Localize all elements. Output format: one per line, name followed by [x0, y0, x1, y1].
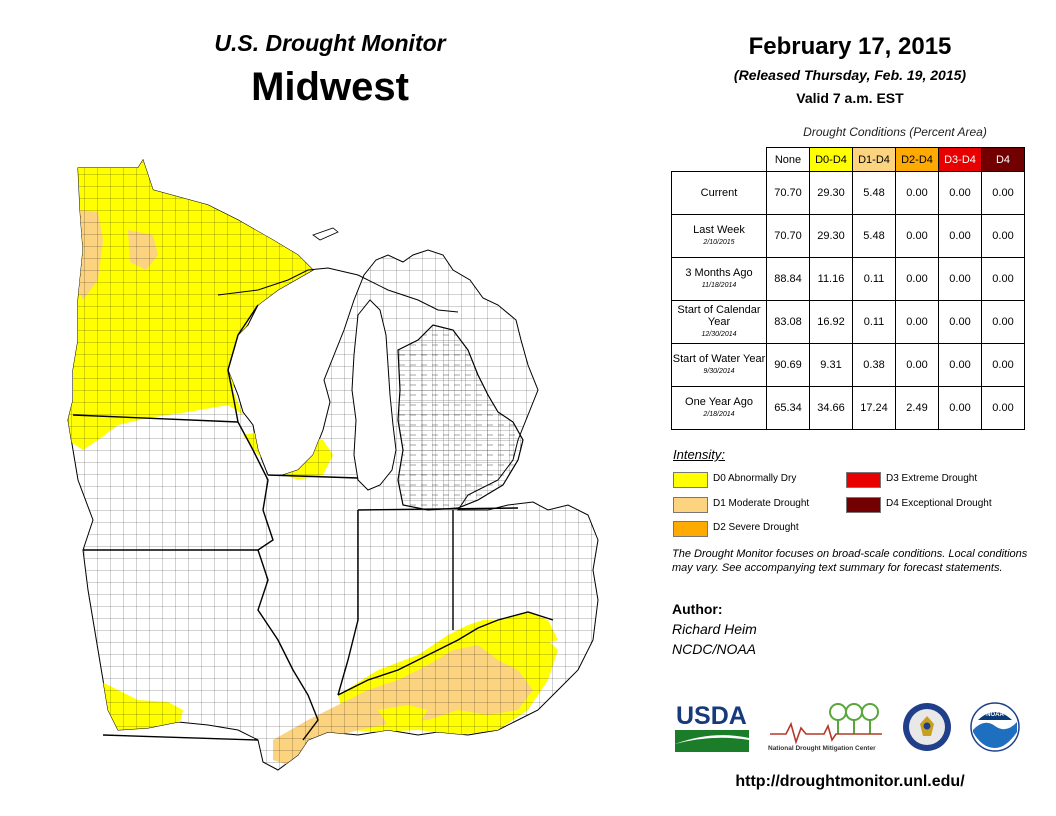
author-name: Richard Heim — [672, 621, 757, 637]
cell-value: 0.11 — [852, 257, 896, 301]
legend-label: D1 Moderate Drought — [713, 498, 810, 509]
author-org: NCDC/NOAA — [672, 641, 757, 657]
cell-value: 34.66 — [809, 386, 853, 430]
ndmc-text: National Drought Mitigation Center — [768, 745, 876, 752]
drought-map — [58, 150, 618, 775]
cell-value: 0.00 — [938, 257, 982, 301]
noaa-text: NOAA — [986, 712, 1004, 718]
noaa-logo: NOAA — [970, 702, 1020, 752]
row-label: 3 Months Ago 11/18/2014 — [671, 257, 767, 301]
table-row: 3 Months Ago 11/18/2014 88.84 11.16 0.11 … — [671, 257, 1025, 301]
cell-value: 0.00 — [981, 214, 1025, 258]
border-il-mo — [257, 549, 319, 741]
col-d1-d4: D1-D4 — [852, 147, 896, 172]
cell-value: 17.24 — [852, 386, 896, 430]
drought-conditions-table: None D0-D4 D1-D4 D2-D4 D3-D4 D4 Current … — [671, 147, 1025, 430]
cell-value: 0.00 — [895, 300, 939, 344]
map-date: February 17, 2015 — [748, 33, 952, 60]
row-label: Start of Calendar Year 12/30/2014 — [671, 300, 767, 344]
site-url[interactable]: http://droughtmonitor.unl.edu/ — [735, 773, 965, 790]
col-d0-d4: D0-D4 — [809, 147, 853, 172]
usda-logo: USDA — [673, 700, 751, 754]
cell-value: 0.00 — [981, 300, 1025, 344]
lake-michigan — [351, 299, 397, 491]
col-none: None — [766, 147, 810, 172]
cell-value: 0.00 — [938, 343, 982, 387]
cell-value: 0.00 — [895, 343, 939, 387]
cell-value: 0.00 — [895, 171, 939, 215]
row-label: Last Week 2/10/2015 — [671, 214, 767, 258]
table-row: One Year Ago 2/18/2014 65.34 34.66 17.24 … — [671, 386, 1025, 430]
cell-value: 90.69 — [766, 343, 810, 387]
table-header-row: None D0-D4 D1-D4 D2-D4 D3-D4 D4 — [672, 147, 1025, 172]
table-row: Start of Water Year 9/30/2014 90.69 9.31 … — [671, 343, 1025, 387]
border-ia-il — [237, 421, 274, 551]
cell-value: 70.70 — [766, 171, 810, 215]
cell-value: 83.08 — [766, 300, 810, 344]
legend-label: D2 Severe Drought — [713, 522, 799, 533]
cell-value: 70.70 — [766, 214, 810, 258]
border-il-in — [337, 510, 359, 696]
col-d4: D4 — [981, 147, 1025, 172]
cell-value: 0.00 — [895, 214, 939, 258]
author-heading: Author: — [672, 601, 723, 617]
cell-value: 11.16 — [809, 257, 853, 301]
upper-peninsula-shore — [217, 267, 459, 313]
cell-value: 5.48 — [852, 214, 896, 258]
cell-value: 29.30 — [809, 214, 853, 258]
table-row: Last Week 2/10/2015 70.70 29.30 5.48 0.00… — [671, 214, 1025, 258]
legend-swatch-d2 — [673, 521, 708, 537]
cell-value: 9.31 — [809, 343, 853, 387]
cell-value: 0.38 — [852, 343, 896, 387]
legend-swatch-d3 — [846, 472, 881, 488]
isle-royale — [312, 227, 339, 241]
disclaimer-note: The Drought Monitor focuses on broad-sca… — [672, 548, 1028, 574]
border-wi-il — [267, 474, 359, 479]
cell-value: 0.00 — [895, 257, 939, 301]
cell-value: 16.92 — [809, 300, 853, 344]
row-label: Current — [671, 171, 767, 215]
cell-value: 0.11 — [852, 300, 896, 344]
border-mo-south — [102, 734, 259, 741]
valid-time: Valid 7 a.m. EST — [796, 90, 904, 106]
row-label: One Year Ago 2/18/2014 — [671, 386, 767, 430]
border-ky-north — [337, 611, 554, 696]
cell-value: 5.48 — [852, 171, 896, 215]
table-caption: Drought Conditions (Percent Area) — [803, 125, 987, 139]
department-of-commerce-seal — [902, 702, 952, 752]
cell-value: 2.49 — [895, 386, 939, 430]
cell-value: 0.00 — [981, 171, 1025, 215]
border-mn-wi — [227, 304, 259, 423]
legend-swatch-d0 — [673, 472, 708, 488]
border-mn-ia — [72, 414, 239, 423]
release-date: (Released Thursday, Feb. 19, 2015) — [733, 67, 967, 83]
cell-value: 0.00 — [938, 386, 982, 430]
row-label: Start of Water Year 9/30/2014 — [671, 343, 767, 387]
legend-label: D3 Extreme Drought — [886, 473, 978, 484]
table-row: Start of Calendar Year 12/30/2014 83.08 1… — [671, 300, 1025, 344]
legend-swatch-d4 — [846, 497, 881, 513]
table-corner — [672, 148, 767, 172]
cell-value: 88.84 — [766, 257, 810, 301]
region-title: Midwest — [251, 65, 409, 109]
legend-label: D0 Abnormally Dry — [713, 473, 797, 484]
cell-value: 0.00 — [981, 386, 1025, 430]
table-row: Current 70.70 29.30 5.48 0.00 0.00 0.00 — [671, 171, 1025, 215]
cell-value: 0.00 — [981, 343, 1025, 387]
col-d2-d4: D2-D4 — [895, 147, 939, 172]
legend-title: Intensity: — [673, 447, 726, 462]
cell-value: 0.00 — [938, 171, 982, 215]
michigan-lower — [397, 324, 524, 511]
cell-value: 29.30 — [809, 171, 853, 215]
cell-value: 0.00 — [981, 257, 1025, 301]
cell-value: 0.00 — [938, 214, 982, 258]
cell-value: 0.00 — [938, 300, 982, 344]
cell-value: 65.34 — [766, 386, 810, 430]
ndmc-logo: National Drought Mitigation Center — [766, 700, 886, 754]
usda-text: USDA — [676, 702, 747, 730]
monitor-title: U.S. Drought Monitor — [214, 30, 446, 56]
legend-swatch-d1 — [673, 497, 708, 513]
col-d3-d4: D3-D4 — [938, 147, 982, 172]
legend-label: D4 Exceptional Drought — [886, 498, 992, 509]
